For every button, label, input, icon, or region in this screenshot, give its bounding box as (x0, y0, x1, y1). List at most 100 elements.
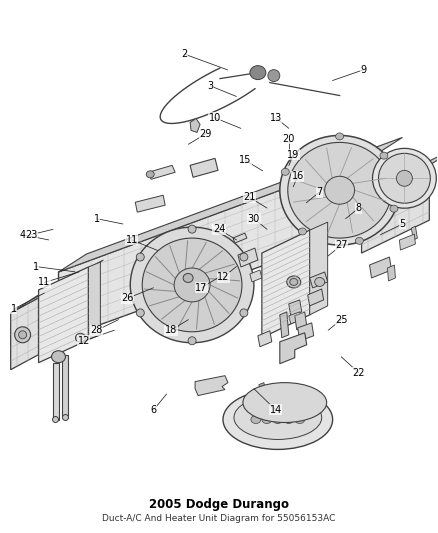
Ellipse shape (136, 253, 144, 261)
Polygon shape (39, 267, 88, 362)
Text: 20: 20 (283, 134, 295, 144)
Text: 11: 11 (126, 235, 138, 245)
Polygon shape (11, 260, 103, 313)
Ellipse shape (380, 152, 388, 159)
Text: 19: 19 (287, 150, 299, 160)
Polygon shape (289, 312, 302, 324)
Polygon shape (250, 270, 262, 282)
Text: 29: 29 (200, 128, 212, 139)
Text: 21: 21 (244, 192, 256, 203)
Ellipse shape (251, 416, 261, 424)
Ellipse shape (174, 268, 210, 302)
Text: 18: 18 (165, 325, 177, 335)
Ellipse shape (188, 225, 196, 233)
Text: 1: 1 (32, 262, 39, 271)
Ellipse shape (146, 171, 154, 178)
Text: 28: 28 (91, 325, 103, 335)
Text: 3: 3 (207, 81, 213, 91)
Polygon shape (388, 265, 396, 281)
Polygon shape (399, 234, 415, 250)
Ellipse shape (355, 237, 364, 244)
Ellipse shape (298, 228, 307, 235)
Text: 23: 23 (25, 230, 37, 240)
Ellipse shape (183, 273, 193, 282)
Ellipse shape (287, 276, 301, 288)
Ellipse shape (63, 415, 68, 421)
Ellipse shape (19, 331, 27, 339)
Text: 17: 17 (195, 282, 208, 293)
Ellipse shape (14, 327, 31, 343)
Ellipse shape (240, 309, 248, 317)
Text: Duct-A/C And Heater Unit Diagram for 55056153AC: Duct-A/C And Heater Unit Diagram for 550… (102, 514, 336, 523)
Ellipse shape (240, 253, 248, 261)
Ellipse shape (273, 416, 283, 424)
Text: 9: 9 (360, 65, 366, 75)
Ellipse shape (75, 333, 85, 342)
Polygon shape (411, 226, 417, 240)
Text: 2005 Dodge Durango: 2005 Dodge Durango (149, 498, 289, 511)
Text: 30: 30 (248, 214, 260, 224)
Ellipse shape (262, 416, 272, 424)
Polygon shape (53, 362, 59, 419)
Ellipse shape (136, 309, 144, 317)
Polygon shape (59, 138, 403, 272)
Polygon shape (190, 118, 200, 132)
Text: 12: 12 (78, 336, 90, 346)
Text: 7: 7 (316, 187, 322, 197)
Text: 11: 11 (38, 278, 50, 287)
Ellipse shape (223, 390, 332, 449)
Ellipse shape (284, 416, 294, 424)
Text: 2: 2 (181, 49, 187, 59)
Text: 24: 24 (213, 224, 225, 235)
Text: 1: 1 (94, 214, 100, 224)
Ellipse shape (268, 70, 280, 82)
Polygon shape (233, 233, 247, 243)
Polygon shape (238, 248, 258, 267)
Text: 4: 4 (19, 230, 25, 240)
Text: 10: 10 (208, 113, 221, 123)
Polygon shape (280, 333, 307, 364)
Ellipse shape (336, 133, 343, 140)
Polygon shape (280, 312, 289, 338)
Polygon shape (295, 312, 307, 330)
Ellipse shape (188, 337, 196, 345)
Polygon shape (310, 222, 328, 315)
Ellipse shape (243, 383, 327, 423)
Polygon shape (148, 165, 175, 179)
Ellipse shape (234, 395, 321, 439)
Polygon shape (370, 257, 392, 278)
Polygon shape (59, 155, 374, 340)
Ellipse shape (250, 66, 266, 79)
Ellipse shape (142, 238, 242, 332)
Polygon shape (310, 272, 328, 288)
Ellipse shape (280, 135, 399, 245)
Polygon shape (258, 331, 272, 347)
Text: 25: 25 (335, 314, 347, 325)
Ellipse shape (390, 205, 398, 212)
Polygon shape (298, 323, 314, 341)
Polygon shape (361, 148, 438, 198)
Polygon shape (308, 289, 324, 306)
Polygon shape (135, 195, 165, 212)
Text: 1: 1 (11, 304, 17, 314)
Text: 15: 15 (239, 155, 251, 165)
Ellipse shape (52, 351, 66, 362)
Polygon shape (190, 158, 218, 177)
Polygon shape (88, 262, 100, 340)
Ellipse shape (130, 227, 254, 343)
Text: 8: 8 (356, 203, 362, 213)
Polygon shape (361, 165, 429, 253)
Ellipse shape (396, 171, 413, 186)
Ellipse shape (314, 278, 325, 286)
Text: 12: 12 (217, 272, 230, 282)
Text: 5: 5 (399, 219, 406, 229)
Polygon shape (11, 278, 75, 370)
Ellipse shape (325, 176, 355, 204)
Ellipse shape (372, 148, 436, 208)
Ellipse shape (281, 168, 289, 175)
Polygon shape (289, 300, 302, 316)
Ellipse shape (53, 416, 59, 423)
Text: 14: 14 (270, 405, 282, 415)
Polygon shape (195, 376, 228, 395)
Ellipse shape (290, 278, 298, 286)
